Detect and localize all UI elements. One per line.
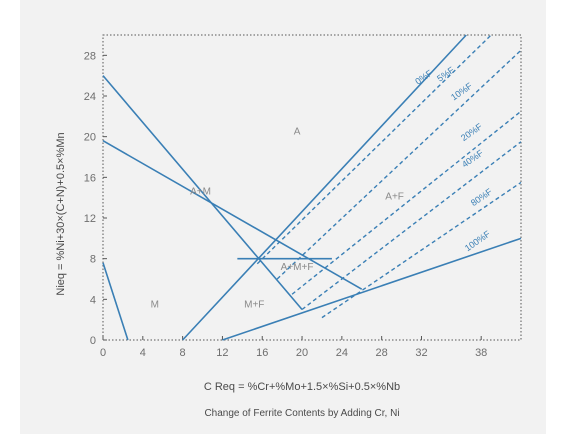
- y-tick-label: 4: [90, 294, 96, 306]
- x-tick-label: 28: [376, 347, 388, 359]
- iso-ferrite-line: [291, 110, 522, 295]
- phase-region-label: A+M+F: [281, 262, 314, 273]
- y-tick-label: 16: [84, 172, 96, 184]
- axis-ticks: 0 4 8 12 16 20 24 28 32 38 0 4 8 12 16 20 24 28: [84, 50, 488, 359]
- x-tick-label: 20: [296, 347, 308, 359]
- y-tick-label: 24: [84, 91, 96, 103]
- x-tick-label: 0: [100, 347, 106, 359]
- phase-region-label: A+F: [385, 192, 404, 203]
- phase-region-label: M: [151, 299, 159, 310]
- x-tick-label: 16: [256, 347, 268, 359]
- phase-boundary-line: [102, 262, 129, 341]
- ferrite-curve-label: 10%F: [449, 80, 474, 102]
- ferrite-curve-label: 5%F: [435, 65, 456, 84]
- iso-ferrite-line: [276, 49, 522, 280]
- x-tick-label: 32: [415, 347, 427, 359]
- y-tick-label: 20: [84, 132, 96, 144]
- iso-ferrite-line: [321, 181, 522, 319]
- y-tick-label: 28: [84, 50, 96, 62]
- y-tick-label: 12: [84, 213, 96, 225]
- y-axis-title: Nieq = %Ni+30×(C+N)+0.5×%Mn: [55, 132, 67, 295]
- x-tick-label: 24: [336, 347, 348, 359]
- y-tick-label: 0: [90, 335, 96, 347]
- x-tick-label: 12: [216, 347, 228, 359]
- ferrite-curve-label: 80%F: [469, 186, 494, 208]
- phase-boundary-line: [102, 140, 363, 290]
- y-tick-label: 8: [90, 254, 96, 266]
- plot-border: [102, 34, 522, 341]
- x-tick-label: 8: [180, 347, 186, 359]
- ferrite-curve-label: 0%F: [413, 68, 434, 87]
- plot-lines: [102, 34, 522, 341]
- figure-caption: Change of Ferrite Contents by Adding Cr,…: [204, 408, 399, 419]
- x-tick-label: 38: [475, 347, 487, 359]
- phase-region-label: M+F: [244, 299, 264, 310]
- phase-boundary-line: [102, 75, 303, 311]
- figure-panel: [20, 0, 546, 434]
- phase-region-label: A+M: [190, 187, 211, 198]
- x-tick-label: 4: [140, 347, 146, 359]
- plot-frame: [102, 34, 522, 341]
- ferrite-curve-label: 40%F: [460, 147, 485, 169]
- phase-boundary-line: [222, 237, 522, 341]
- x-axis-title: C Req = %Cr+%Mo+1.5×%Si+0.5×%Nb: [204, 381, 400, 393]
- ferrite-curve-label: 20%F: [459, 121, 484, 143]
- phase-boundary-line: [182, 34, 467, 341]
- iso-ferrite-line: [301, 141, 522, 311]
- phase-region-label: A: [294, 127, 301, 138]
- iso-ferrite-line: [256, 34, 492, 265]
